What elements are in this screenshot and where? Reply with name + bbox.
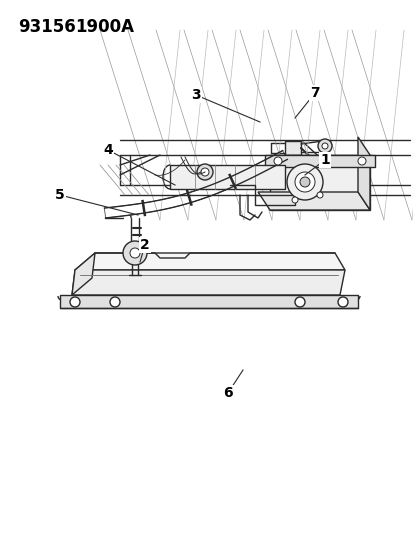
Polygon shape <box>257 192 369 210</box>
Circle shape <box>299 177 309 187</box>
Circle shape <box>321 143 327 149</box>
Polygon shape <box>75 253 344 270</box>
Circle shape <box>201 168 209 176</box>
Circle shape <box>337 297 347 307</box>
Polygon shape <box>357 137 369 210</box>
Circle shape <box>317 139 331 153</box>
Circle shape <box>273 157 281 165</box>
Circle shape <box>294 297 304 307</box>
Circle shape <box>110 297 120 307</box>
Polygon shape <box>264 155 374 167</box>
Circle shape <box>286 164 322 200</box>
Text: 1900A: 1900A <box>75 18 134 36</box>
Text: 93156: 93156 <box>18 18 76 36</box>
Circle shape <box>70 297 80 307</box>
Circle shape <box>316 192 322 198</box>
Circle shape <box>130 248 140 258</box>
Polygon shape <box>284 141 300 155</box>
Circle shape <box>291 197 297 203</box>
Text: 2: 2 <box>140 238 150 252</box>
Polygon shape <box>104 151 287 218</box>
Polygon shape <box>170 165 284 189</box>
Text: 3: 3 <box>191 88 200 102</box>
Polygon shape <box>269 155 369 210</box>
Polygon shape <box>72 270 344 295</box>
Circle shape <box>294 172 314 192</box>
Text: 7: 7 <box>309 86 319 100</box>
Circle shape <box>197 164 212 180</box>
Text: 5: 5 <box>55 188 65 202</box>
Polygon shape <box>60 295 357 308</box>
Polygon shape <box>72 253 95 295</box>
Text: 1: 1 <box>319 153 329 167</box>
Circle shape <box>123 241 147 265</box>
Text: 4: 4 <box>103 143 113 157</box>
Circle shape <box>357 157 365 165</box>
Text: 6: 6 <box>223 386 232 400</box>
